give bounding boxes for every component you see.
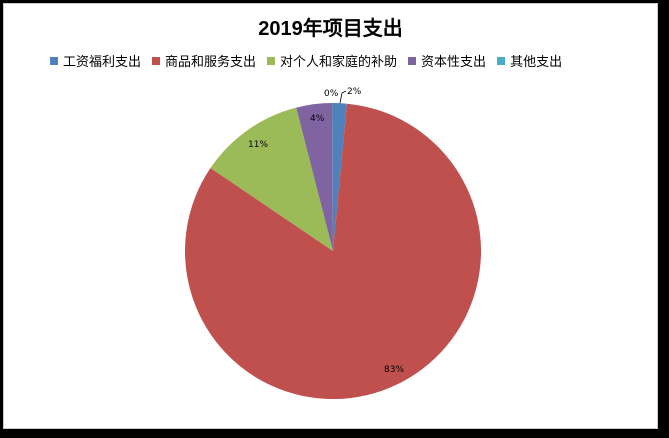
legend-label: 其他支出: [510, 55, 563, 70]
legend-item-capital: 资本性支出: [408, 51, 486, 70]
leader-line: [339, 90, 347, 104]
legend-label: 资本性支出: [421, 55, 487, 70]
legend-swatch: [497, 56, 506, 65]
legend: 工资福利支出 商品和服务支出 对个人和家庭的补助 资本性支出 其他支出: [50, 51, 573, 70]
slice-capital: [296, 103, 333, 251]
chart-title: 2019年项目支出: [258, 18, 403, 40]
label-family: 11%: [248, 140, 268, 150]
legend-swatch: [152, 56, 161, 65]
legend-item-welfare: 工资福利支出: [50, 51, 141, 70]
legend-label: 对个人和家庭的补助: [280, 55, 398, 70]
slice-family: [210, 107, 333, 251]
legend-swatch: [267, 56, 276, 65]
slice-goods: [185, 103, 482, 400]
label-goods: 83%: [384, 365, 404, 375]
label-capital: 4%: [310, 114, 325, 124]
legend-label: 商品和服务支出: [165, 55, 257, 70]
legend-item-family: 对个人和家庭的补助: [267, 51, 397, 70]
slice-other: [332, 102, 333, 252]
slice-welfare: [333, 103, 347, 251]
legend-swatch: [408, 56, 417, 65]
legend-swatch: [50, 56, 58, 65]
legend-item-other: 其他支出: [497, 51, 562, 70]
legend-item-goods: 商品和服务支出: [152, 51, 256, 70]
legend-label: 工资福利支出: [63, 55, 142, 70]
label-welfare: 2%: [347, 87, 362, 97]
label-other: 0%: [324, 89, 339, 99]
